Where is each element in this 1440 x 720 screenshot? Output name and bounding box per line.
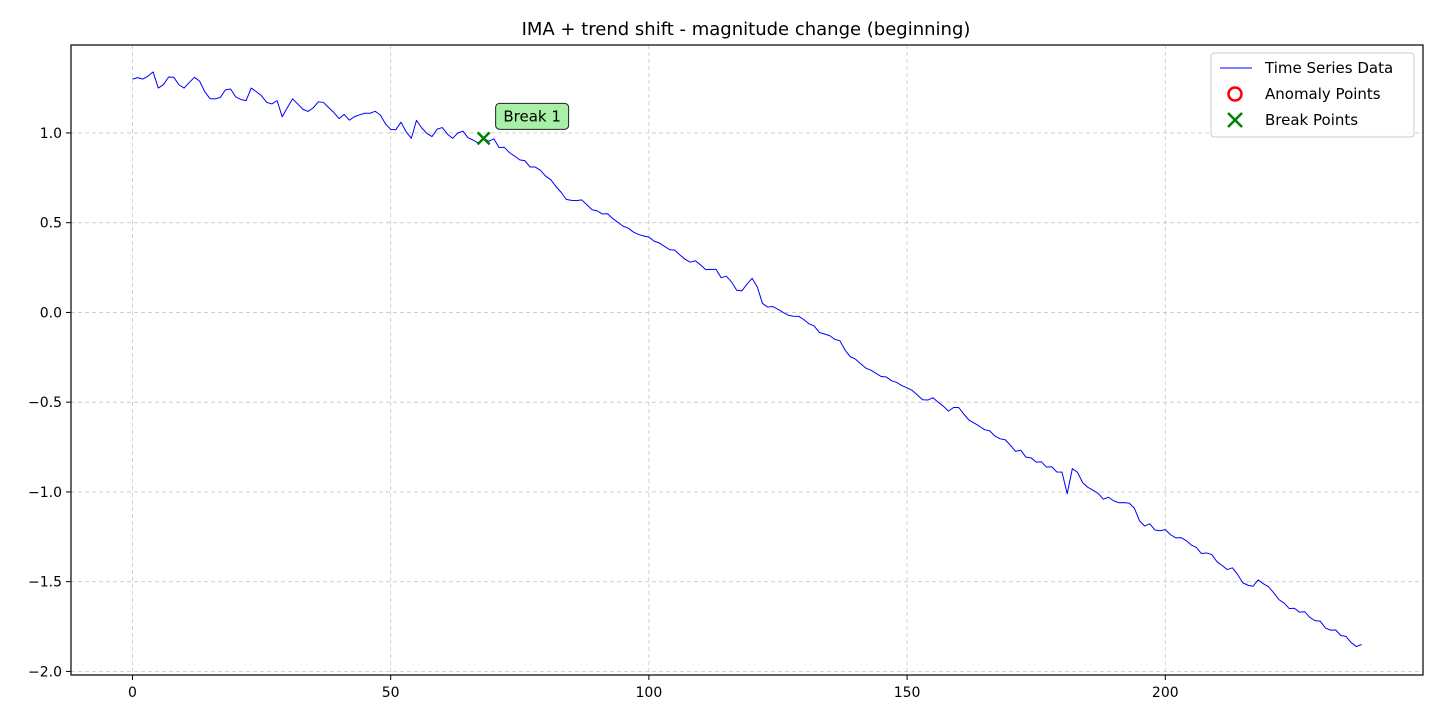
series-line [132,71,1362,648]
chart-title: IMA + trend shift - magnitude change (be… [522,19,971,40]
legend-x-swatch [1227,112,1243,128]
break-annotation-box [495,102,570,130]
x-tick-label: 0 [128,685,137,701]
ticks-layer: 0 50 100 150 200 −2.0 −1.5 −1.0 −0.5 0.0 0.5 1.0 [28,126,1179,701]
y-tick-label: −1.5 [28,575,62,591]
legend-label: Anomaly Points [1265,85,1381,103]
y-tick-label: 0.5 [40,216,62,232]
grid [71,45,1423,675]
legend-item: Break Points [1227,111,1358,129]
break-point: Break 1 [476,102,570,146]
legend-label: Time Series Data [1264,59,1393,77]
break-annotation-label: Break 1 [503,107,561,125]
y-tick-label: −1.0 [28,485,62,501]
y-tick-label: 1.0 [40,126,62,142]
axes-frame [70,44,1424,676]
legend: Time Series Data Anomaly Points Break Poin… [1210,52,1415,138]
legend-label: Break Points [1265,111,1358,129]
legend-box [1210,52,1415,138]
legend-circle-swatch [1227,86,1243,102]
x-tick-label: 50 [382,685,400,701]
y-tick-label: 0.0 [40,305,62,321]
x-tick-label: 200 [1152,685,1179,701]
x-tick-label: 150 [894,685,921,701]
legend-item: Time Series Data [1220,59,1393,77]
markers-layer: Break 1 [476,102,570,146]
y-tick-label: −0.5 [28,395,62,411]
legend-item: Anomaly Points [1227,85,1381,103]
series-layer [132,71,1362,648]
break-marker-stroke [476,131,491,146]
x-tick-label: 100 [636,685,663,701]
y-tick-label: −2.0 [28,664,62,680]
